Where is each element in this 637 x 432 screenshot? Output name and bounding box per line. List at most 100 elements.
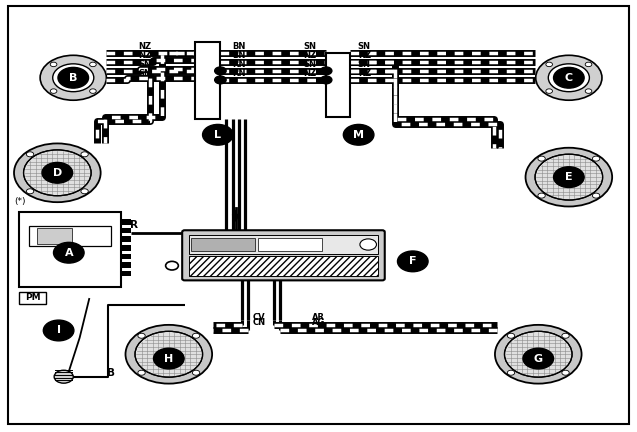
Circle shape [561, 172, 576, 182]
Circle shape [546, 62, 552, 67]
Text: (*): (*) [14, 197, 25, 206]
Text: AG: AG [312, 318, 325, 327]
Circle shape [538, 193, 545, 198]
Circle shape [50, 62, 57, 67]
Bar [120, 254, 131, 259]
Text: RN: RN [232, 60, 246, 69]
Text: SN: SN [139, 69, 152, 78]
Text: E: E [565, 172, 573, 182]
Bar [326, 53, 350, 117]
Circle shape [26, 152, 34, 157]
Text: CN: CN [253, 318, 266, 327]
Bar [120, 262, 131, 268]
Circle shape [50, 89, 57, 93]
Bar [120, 219, 131, 225]
Circle shape [58, 67, 89, 88]
Text: SN: SN [358, 60, 371, 69]
Text: F: F [409, 256, 417, 267]
Circle shape [585, 62, 592, 67]
Text: CV: CV [253, 313, 266, 322]
Circle shape [562, 333, 569, 338]
Text: NZ: NZ [304, 69, 317, 78]
Circle shape [562, 370, 569, 375]
Circle shape [53, 64, 94, 92]
Circle shape [154, 348, 184, 369]
Circle shape [548, 64, 589, 92]
Bar [120, 228, 131, 233]
FancyBboxPatch shape [182, 230, 385, 280]
Circle shape [507, 370, 515, 375]
Text: R: R [130, 220, 138, 230]
Text: NZ: NZ [139, 51, 152, 60]
Text: SN: SN [358, 41, 371, 51]
Circle shape [554, 167, 584, 187]
Circle shape [26, 189, 34, 194]
Circle shape [192, 370, 200, 375]
Text: RN: RN [232, 69, 246, 78]
Circle shape [538, 156, 545, 161]
Circle shape [535, 154, 603, 200]
Bar [120, 245, 131, 251]
Circle shape [360, 239, 376, 250]
Text: H: H [164, 353, 173, 364]
Circle shape [42, 162, 73, 183]
Circle shape [592, 156, 600, 161]
Circle shape [495, 325, 582, 384]
Bar [191, 238, 255, 251]
Circle shape [523, 348, 554, 369]
Text: B: B [108, 368, 115, 378]
Text: SN: SN [304, 60, 317, 69]
Text: NZ: NZ [358, 69, 371, 78]
Text: L: L [215, 130, 221, 140]
Circle shape [54, 370, 73, 383]
Circle shape [81, 152, 89, 157]
Circle shape [81, 189, 89, 194]
Text: C: C [565, 73, 573, 83]
Circle shape [161, 349, 176, 359]
Text: SN: SN [139, 60, 152, 69]
Text: M: M [353, 130, 364, 140]
Text: A: A [64, 248, 73, 258]
Circle shape [90, 89, 96, 93]
Circle shape [320, 76, 332, 84]
Text: NZ: NZ [139, 41, 152, 51]
Circle shape [592, 193, 600, 198]
Bar [37, 228, 72, 244]
Circle shape [43, 320, 74, 341]
Bar [120, 236, 131, 242]
Circle shape [135, 331, 203, 377]
Circle shape [320, 67, 332, 75]
Circle shape [90, 62, 96, 67]
Circle shape [564, 74, 574, 81]
Circle shape [203, 124, 233, 145]
Circle shape [215, 76, 226, 84]
Text: NZ: NZ [304, 51, 317, 60]
Bar [29, 226, 111, 246]
Circle shape [505, 331, 572, 377]
Text: G: G [534, 353, 543, 364]
Circle shape [585, 89, 592, 93]
Text: NZ: NZ [358, 51, 371, 60]
Text: PM: PM [25, 293, 40, 302]
Circle shape [526, 148, 612, 206]
Circle shape [62, 70, 85, 86]
Bar [195, 42, 220, 119]
Bar [189, 235, 378, 254]
Circle shape [397, 251, 428, 272]
Circle shape [138, 333, 145, 338]
Circle shape [546, 89, 552, 93]
Circle shape [14, 143, 101, 202]
Bar [258, 238, 322, 251]
Text: BN: BN [233, 51, 245, 60]
Circle shape [24, 150, 91, 196]
Circle shape [192, 333, 200, 338]
Circle shape [215, 67, 226, 75]
Circle shape [554, 67, 584, 88]
Circle shape [40, 55, 106, 100]
Text: D: D [53, 168, 62, 178]
Circle shape [54, 242, 84, 263]
Text: SN: SN [304, 41, 317, 51]
Circle shape [68, 74, 78, 81]
Text: AR: AR [312, 313, 325, 322]
Bar [120, 271, 131, 276]
